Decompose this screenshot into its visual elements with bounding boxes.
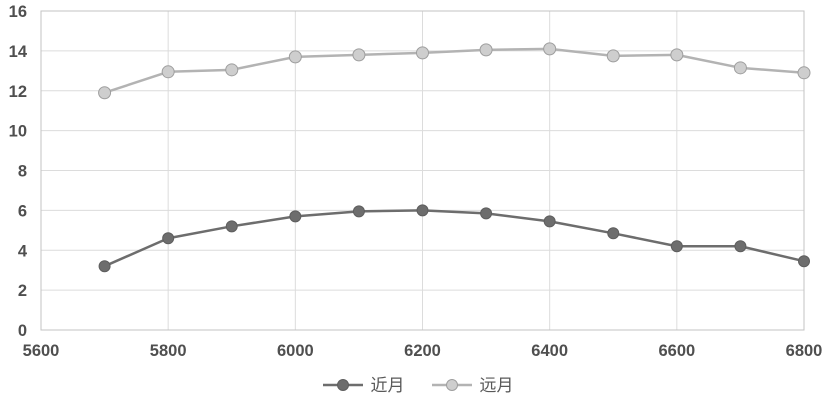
data-point-marker — [607, 227, 620, 240]
data-point-marker — [670, 240, 683, 253]
data-point-marker — [98, 260, 111, 273]
data-point-marker — [797, 66, 811, 80]
x-axis-tick-label: 6400 — [531, 342, 568, 360]
x-axis-tick-label: 6800 — [786, 342, 823, 360]
data-point-marker — [543, 42, 557, 56]
legend-label-far-month: 远月 — [479, 375, 514, 395]
legend-item-far-month: 远月 — [431, 377, 514, 394]
data-point-marker — [734, 240, 747, 253]
plot-area: 0 2 4 6 8 10 12 14 16 5600 5800 6000 6200 6400 6600 680… — [9, 3, 823, 360]
y-axis-tick-label: 2 — [18, 282, 27, 300]
plot-border — [40, 10, 805, 331]
y-axis-tick-label: 10 — [9, 123, 27, 141]
data-point-marker — [98, 86, 112, 100]
x-axis-tick-label: 6000 — [277, 342, 314, 360]
y-axis-tick-label: 4 — [18, 242, 28, 260]
data-point-marker — [352, 48, 366, 62]
data-point-marker — [416, 46, 429, 60]
data-point-marker — [606, 49, 620, 63]
data-point-marker — [162, 232, 175, 245]
y-axis-tick-label: 0 — [18, 322, 27, 340]
data-point-marker — [798, 255, 810, 268]
y-axis-tick-label: 16 — [9, 3, 27, 21]
data-point-marker — [225, 220, 238, 233]
y-axis-tick-label: 8 — [18, 163, 27, 181]
near-month-line-marker-icon — [322, 379, 363, 391]
near-month-line — [103, 209, 806, 268]
y-axis-tick-label: 14 — [9, 43, 28, 61]
data-point-marker — [733, 61, 747, 75]
far-month-line — [103, 47, 806, 94]
data-point-marker — [543, 215, 556, 228]
data-point-marker — [416, 204, 429, 217]
data-point-marker — [479, 43, 493, 57]
legend-item-near-month: 近月 — [322, 377, 405, 394]
y-axis-tick-label: 12 — [9, 83, 27, 101]
x-axis-tick-label: 5600 — [23, 342, 60, 360]
y-axis-tick-label: 6 — [18, 202, 27, 220]
data-point-marker — [225, 63, 239, 77]
x-axis-tick-label: 6200 — [404, 342, 441, 360]
x-axis-tick-label: 5800 — [150, 342, 187, 360]
far-month-line-marker-icon — [431, 379, 472, 391]
data-point-marker — [288, 50, 302, 64]
data-point-marker — [161, 65, 175, 79]
data-point-marker — [670, 48, 684, 62]
data-point-marker — [480, 207, 493, 220]
x-axis-tick-label: 6600 — [658, 342, 695, 360]
data-point-marker — [352, 205, 365, 218]
legend-label-near-month: 近月 — [370, 375, 405, 395]
data-point-marker — [289, 210, 302, 223]
legend: 近月 远月 — [0, 371, 835, 399]
